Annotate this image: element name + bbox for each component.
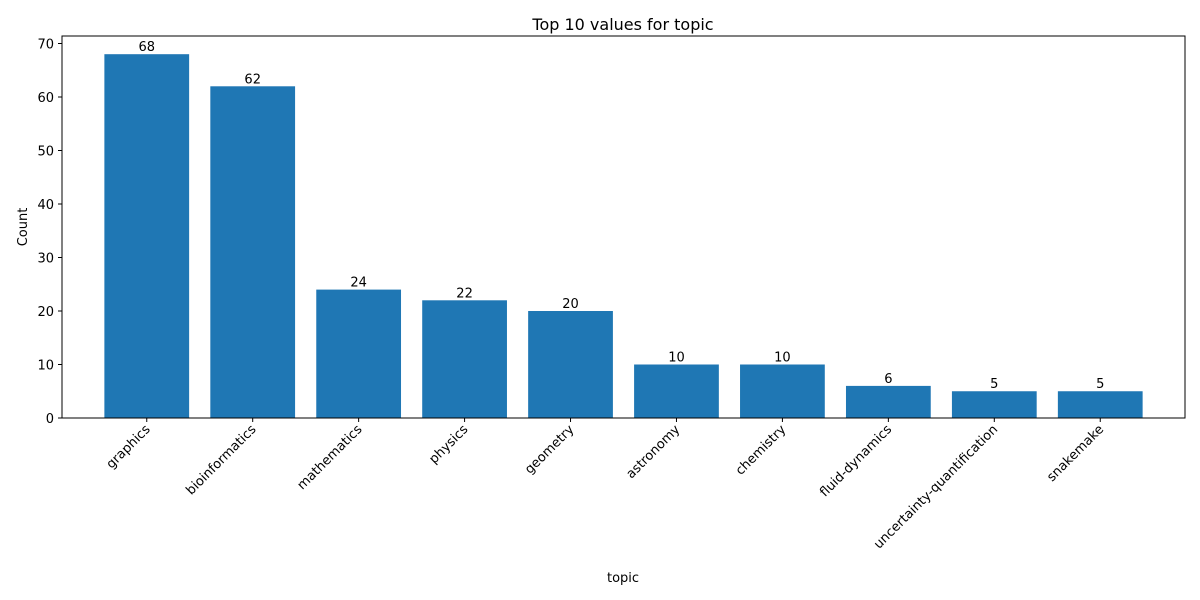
bar-bioinformatics [210, 86, 296, 418]
x-tick-label-chemistry: chemistry [733, 422, 789, 478]
bar-uncertainty-quantification [951, 391, 1037, 418]
bar-geometry [528, 310, 613, 418]
y-tick-label-20: 20 [37, 305, 54, 320]
x-tick-label-snakemake: snakemake [1044, 422, 1107, 485]
bar-mathematics [316, 289, 402, 418]
x-axis-label: topic [607, 571, 639, 586]
data-label-snakemake: 5 [1096, 377, 1104, 392]
y-tick-label-50: 50 [37, 144, 54, 159]
x-tick-label-astronomy: astronomy [624, 422, 684, 482]
plot-frame [61, 35, 1186, 419]
x-tick-label-geometry: geometry [522, 422, 577, 477]
bar-astronomy [634, 364, 719, 418]
data-label-mathematics: 24 [350, 276, 367, 291]
x-axis: graphics bioinformatics mathematics physics… [104, 418, 1107, 552]
x-tick-label-bioinformatics: bioinformatics [183, 422, 259, 498]
y-tick-label-30: 30 [37, 251, 54, 266]
data-label-physics: 22 [456, 286, 473, 301]
data-label-astronomy: 10 [668, 350, 685, 365]
bar-chemistry [740, 364, 825, 418]
x-tick-label-mathematics: mathematics [295, 422, 366, 493]
bar-physics [422, 300, 507, 418]
data-label-chemistry: 10 [774, 350, 791, 365]
y-tick-label-70: 70 [37, 37, 54, 52]
bar-graphics [104, 54, 190, 418]
x-tick-label-uncertainty-quantification: uncertainty-quantification [871, 422, 1001, 552]
x-tick-label-physics: physics [427, 422, 472, 467]
bar-fluid-dynamics [845, 385, 931, 418]
y-tick-label-0: 0 [46, 412, 54, 427]
data-label-graphics: 68 [138, 40, 155, 55]
y-tick-label-10: 10 [37, 358, 54, 373]
bars-group [104, 54, 1143, 418]
data-label-bioinformatics: 62 [244, 72, 261, 87]
data-label-geometry: 20 [562, 297, 579, 312]
y-axis-label: Count [16, 208, 31, 247]
x-tick-label-fluid-dynamics: fluid-dynamics [817, 422, 895, 500]
data-labels-group: 68 62 24 22 20 10 10 6 5 5 [138, 40, 1104, 392]
bar-snakemake [1057, 391, 1143, 418]
y-axis: 0 10 20 30 40 50 60 70 [37, 37, 62, 427]
data-label-uncertainty-quantification: 5 [990, 377, 998, 392]
data-label-fluid-dynamics: 6 [884, 372, 892, 387]
y-tick-label-40: 40 [37, 198, 54, 213]
chart-title: Top 10 values for topic [531, 15, 713, 34]
y-tick-label-60: 60 [37, 91, 54, 106]
x-tick-label-graphics: graphics [104, 422, 154, 472]
